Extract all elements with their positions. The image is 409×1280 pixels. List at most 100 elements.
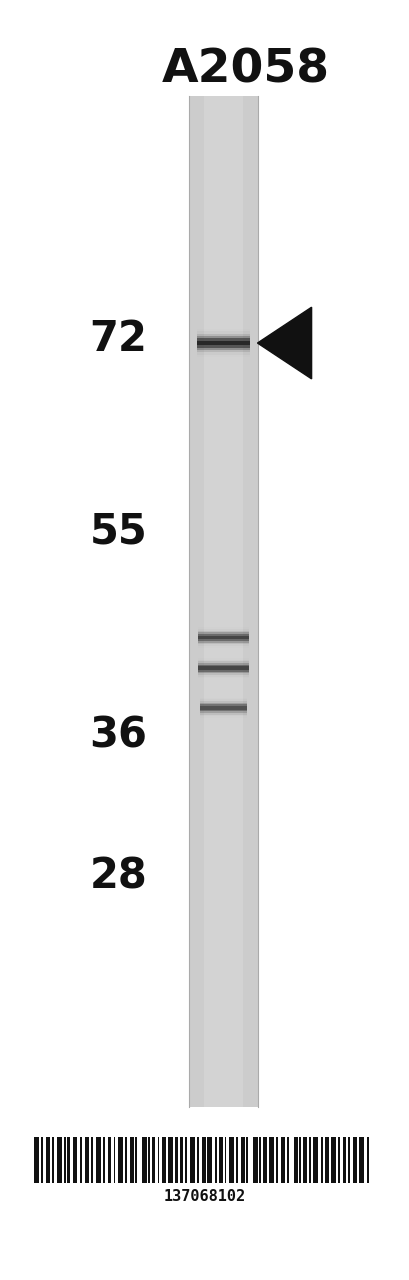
Bar — [125, 1137, 127, 1183]
Bar — [207, 1137, 212, 1183]
Bar — [204, 96, 242, 1107]
Bar — [198, 628, 249, 631]
Bar — [180, 1137, 183, 1183]
Bar — [198, 672, 249, 673]
Bar — [185, 1137, 187, 1183]
Bar — [142, 1137, 147, 1183]
Bar — [198, 662, 249, 663]
Bar — [198, 646, 249, 648]
Bar — [293, 1137, 298, 1183]
Text: 36: 36 — [90, 716, 147, 756]
Bar — [337, 1137, 339, 1183]
Bar — [312, 1137, 317, 1183]
Bar — [147, 1137, 149, 1183]
Bar — [352, 1137, 356, 1183]
Bar — [320, 1137, 322, 1183]
Bar — [117, 1137, 122, 1183]
Bar — [196, 352, 249, 355]
Bar — [45, 1137, 49, 1183]
Bar — [200, 717, 246, 718]
Bar — [200, 704, 246, 707]
Bar — [113, 1137, 115, 1183]
Text: 137068102: 137068102 — [164, 1189, 245, 1204]
Bar — [236, 1137, 238, 1183]
Bar — [198, 634, 249, 636]
Bar — [197, 1137, 199, 1183]
Bar — [198, 637, 249, 639]
Bar — [308, 1137, 310, 1183]
Bar — [41, 1137, 43, 1183]
Bar — [198, 643, 249, 644]
Bar — [198, 668, 249, 669]
Bar — [196, 355, 249, 357]
Bar — [246, 1137, 248, 1183]
Bar — [342, 1137, 345, 1183]
Bar — [200, 703, 246, 704]
Bar — [196, 349, 249, 352]
Bar — [198, 669, 249, 672]
Bar — [198, 664, 249, 667]
Bar — [196, 346, 249, 348]
Bar — [286, 1137, 288, 1183]
Bar — [298, 1137, 300, 1183]
Bar — [135, 1137, 137, 1183]
Bar — [276, 1137, 278, 1183]
Bar — [198, 658, 249, 659]
Bar — [253, 1137, 258, 1183]
Bar — [263, 1137, 266, 1183]
Bar — [96, 1137, 101, 1183]
Bar — [198, 659, 249, 662]
Bar — [224, 1137, 226, 1183]
Bar — [198, 627, 249, 628]
Bar — [34, 1137, 38, 1183]
Bar — [198, 663, 249, 664]
Polygon shape — [257, 307, 311, 379]
Bar — [52, 1137, 54, 1183]
Bar — [200, 699, 246, 701]
Bar — [85, 1137, 89, 1183]
Bar — [91, 1137, 93, 1183]
Bar — [200, 713, 246, 714]
Text: 72: 72 — [90, 319, 147, 360]
Bar — [196, 332, 249, 334]
Bar — [200, 714, 246, 717]
Bar — [188, 96, 258, 1107]
Bar — [200, 698, 246, 699]
Bar — [348, 1137, 349, 1183]
Bar — [198, 631, 249, 632]
Bar — [108, 1137, 111, 1183]
Bar — [196, 338, 249, 340]
Bar — [196, 340, 249, 343]
Bar — [198, 673, 249, 675]
Bar — [80, 1137, 82, 1183]
Bar — [268, 1137, 273, 1183]
Bar — [198, 639, 249, 641]
Bar — [196, 334, 249, 337]
Bar — [201, 1137, 205, 1183]
Bar — [196, 329, 249, 332]
Bar — [72, 1137, 77, 1183]
Bar — [198, 636, 249, 637]
Bar — [161, 1137, 165, 1183]
Bar — [196, 348, 249, 351]
Bar — [152, 1137, 155, 1183]
Bar — [196, 335, 249, 338]
Bar — [214, 1137, 216, 1183]
Bar — [175, 1137, 177, 1183]
Text: A2058: A2058 — [162, 47, 329, 93]
Bar — [198, 677, 249, 678]
Bar — [200, 712, 246, 713]
Text: 28: 28 — [90, 856, 147, 897]
Bar — [200, 701, 246, 703]
Bar — [67, 1137, 70, 1183]
Bar — [366, 1137, 368, 1183]
Bar — [64, 1137, 66, 1183]
Bar — [103, 1137, 105, 1183]
Bar — [198, 641, 249, 643]
Bar — [198, 644, 249, 646]
Bar — [198, 667, 249, 668]
Bar — [157, 1137, 159, 1183]
Bar — [200, 708, 246, 709]
Bar — [189, 1137, 194, 1183]
Bar — [129, 1137, 133, 1183]
